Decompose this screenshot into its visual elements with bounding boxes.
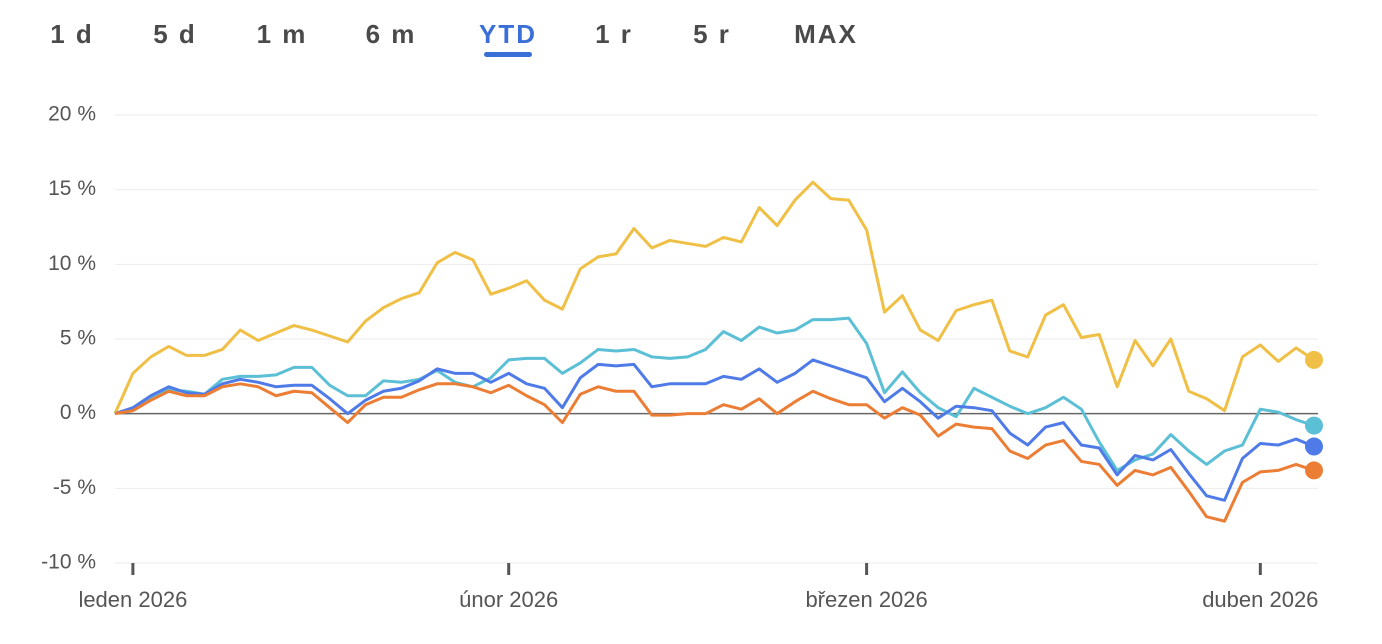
- end-dot: [1305, 350, 1323, 369]
- y-tick-label: -10 %: [41, 551, 96, 574]
- tab[interactable]: 1 m: [257, 19, 308, 49]
- x-tick-label: únor 2026: [459, 587, 558, 612]
- tab[interactable]: 1 d: [50, 19, 94, 49]
- series-line: [114, 316, 1315, 472]
- y-tick-label: 20 %: [48, 103, 96, 126]
- y-tick-label: 0 %: [60, 401, 96, 424]
- end-dot: [1305, 416, 1323, 435]
- x-tick-label: březen 2026: [805, 587, 927, 612]
- y-tick-label: 10 %: [48, 252, 96, 275]
- tab-underline: [484, 52, 532, 57]
- end-dot: [1305, 461, 1323, 480]
- end-dot: [1305, 437, 1323, 456]
- y-tick-label: -5 %: [53, 476, 96, 499]
- tab[interactable]: 1 r: [595, 19, 633, 49]
- tab[interactable]: YTD: [479, 19, 537, 49]
- y-tick-label: 15 %: [48, 177, 96, 200]
- y-tick-label: 5 %: [60, 327, 96, 350]
- x-tick-label: leden 2026: [78, 587, 187, 612]
- x-tick-label: duben 2026: [1202, 587, 1318, 612]
- tab[interactable]: 5 d: [153, 19, 197, 49]
- tab[interactable]: MAX: [794, 19, 858, 49]
- series-line: [113, 180, 1315, 415]
- series-line: [114, 358, 1315, 502]
- tab[interactable]: 6 m: [366, 19, 417, 49]
- series-line: [114, 382, 1315, 523]
- tab[interactable]: 5 r: [693, 19, 731, 49]
